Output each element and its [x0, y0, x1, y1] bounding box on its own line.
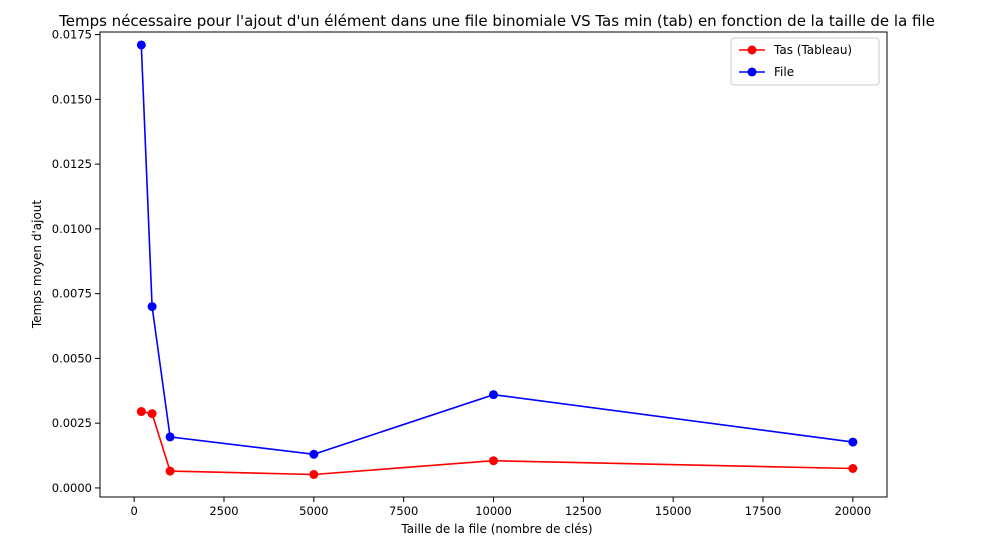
data-point-series-0: [165, 466, 175, 476]
data-point-series-0: [309, 469, 319, 479]
x-tick-label: 20000: [835, 504, 872, 518]
y-ticks: 0.0000 0.0025 0.0050 0.0075 0.0100 0.0125 0.01…: [52, 28, 100, 495]
x-tick-label: 5000: [299, 504, 328, 518]
y-tick-label: 0.0150: [52, 92, 92, 106]
data-point-series-1: [147, 302, 157, 312]
x-axis-label: Taille de la file (nombre de clés): [400, 522, 592, 536]
x-tick-label: 17500: [745, 504, 782, 518]
data-point-series-1: [489, 390, 498, 400]
data-point-series-0: [147, 409, 157, 419]
data-point-series-1: [848, 437, 858, 447]
x-tick-label: 12500: [565, 504, 602, 518]
x-tick-label: 2500: [209, 504, 238, 518]
series-markers: [136, 40, 858, 479]
plot-frame: [99, 31, 888, 498]
legend-marker-1: [747, 67, 757, 77]
legend-box: [730, 37, 880, 86]
plot-area: 0 2500 5000 7500 10000 12500 15000 17500 20000 0…: [52, 28, 888, 518]
data-point-series-1: [165, 432, 175, 442]
y-axis-label: Temps moyen d'ajout: [30, 200, 44, 330]
x-ticks: 0 2500 5000 7500 10000 12500 15000 17500 20000: [130, 497, 871, 518]
x-tick-label: 0: [130, 504, 137, 518]
y-tick-label: 0.0025: [52, 416, 92, 430]
legend-marker-0: [747, 45, 757, 55]
data-point-series-0: [489, 456, 498, 466]
data-point-series-0: [136, 407, 146, 417]
y-tick-label: 0.0125: [52, 157, 92, 171]
x-tick-label: 15000: [655, 504, 692, 518]
y-tick-label: 0.0075: [52, 287, 92, 301]
legend-label-1: File: [774, 65, 794, 79]
series-line-1: [140, 44, 854, 456]
y-tick-label: 0.0050: [52, 351, 92, 365]
y-tick-label: 0.0000: [52, 481, 92, 495]
data-point-series-1: [309, 449, 319, 459]
y-tick-label: 0.0100: [52, 222, 92, 236]
series-lines: [140, 44, 854, 476]
chart-title: Temps nécessaire pour l'ajout d'un éléme…: [58, 12, 935, 30]
y-tick-label: 0.0175: [52, 28, 92, 42]
legend-label-0: Tas (Tableau): [773, 43, 852, 57]
x-tick-label: 7500: [389, 504, 418, 518]
data-point-series-0: [848, 464, 858, 474]
data-point-series-1: [136, 40, 146, 50]
legend: Tas (Tableau) File: [730, 37, 880, 86]
series-line-0: [141, 410, 853, 476]
x-tick-label: 10000: [475, 504, 512, 518]
